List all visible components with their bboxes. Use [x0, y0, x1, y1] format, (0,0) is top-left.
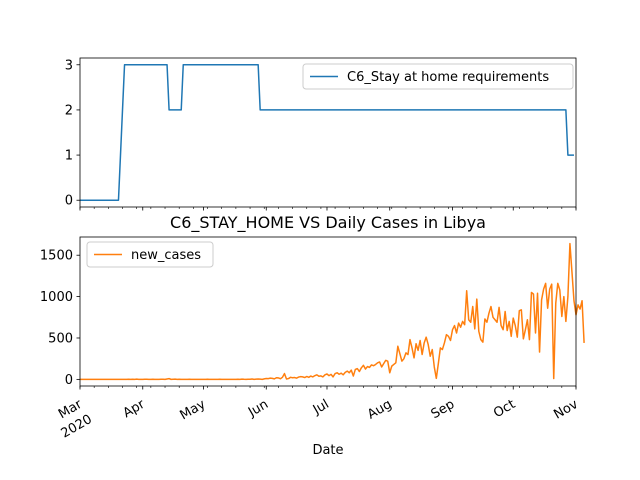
- axes-frame: [79, 57, 577, 208]
- y-tick-label: 0: [65, 194, 73, 209]
- x-tick-label: Jul: [310, 397, 332, 418]
- series-line-c6-stay-at-home-requirements: [80, 64, 574, 201]
- axes-top-stay-home: 0 1 2 3 C6_Stay at home requirements: [65, 57, 577, 211]
- chart-title: C6_STAY_HOME VS Daily Cases in Libya: [170, 213, 486, 233]
- y-tick-label: 1: [65, 149, 73, 164]
- y-tick-label: 2: [65, 103, 73, 118]
- legend-label: new_cases: [131, 248, 201, 263]
- legend-label: C6_Stay at home requirements: [347, 70, 549, 85]
- y-tick-label: 1500: [40, 249, 73, 264]
- axes-frame: [79, 236, 577, 387]
- legend: C6_Stay at home requirements: [302, 63, 574, 90]
- x-axis-label: Date: [312, 443, 343, 458]
- legend-box: [86, 241, 214, 268]
- legend: new_cases: [86, 241, 214, 268]
- y-tick-label: 0: [65, 373, 73, 388]
- y-tick-label: 3: [65, 58, 73, 73]
- y-tick-label: 1000: [40, 290, 73, 305]
- y-tick-label: 500: [48, 331, 73, 346]
- legend-box: [302, 63, 574, 90]
- series-line-new-cases: [80, 242, 585, 381]
